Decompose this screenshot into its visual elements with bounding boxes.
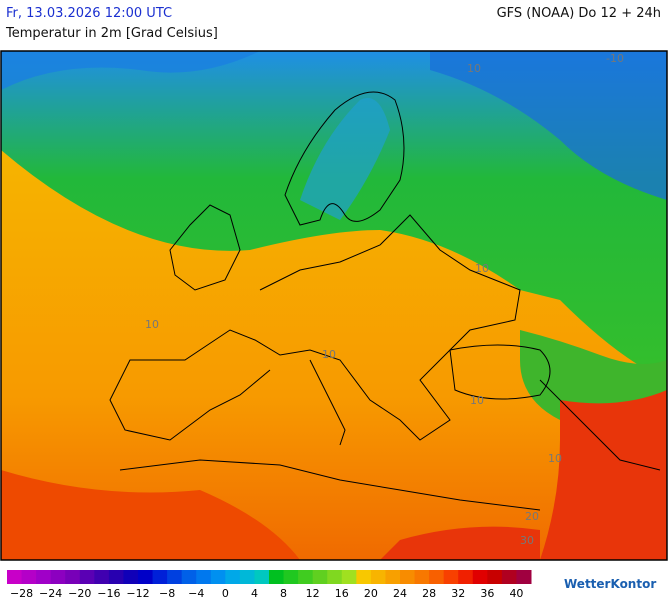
- legend-tick: −20: [68, 587, 91, 600]
- legend-tick: 16: [335, 587, 349, 600]
- legend-swatch: [239, 570, 255, 584]
- legend-swatch: [443, 570, 459, 584]
- legend-swatch: [21, 570, 37, 584]
- legend-tick: −16: [97, 587, 120, 600]
- legend-tick: 32: [451, 587, 465, 600]
- legend-swatch: [501, 570, 517, 584]
- model-run: GFS (NOAA) Do 12 + 24h: [496, 6, 661, 21]
- legend-swatch: [152, 570, 168, 584]
- legend-tick: 40: [509, 587, 523, 600]
- legend-swatch: [7, 570, 23, 584]
- date: Fr, 13.03.2026 12:00 UTC: [6, 6, 173, 21]
- legend-swatch: [458, 570, 474, 584]
- contour-label: 10: [322, 348, 336, 361]
- legend-swatch: [356, 570, 372, 584]
- legend-swatch: [210, 570, 226, 584]
- legend-tick: 12: [306, 587, 320, 600]
- contour-label: 10: [475, 262, 489, 275]
- legend-swatch: [327, 570, 343, 584]
- legend-swatch: [370, 570, 386, 584]
- parameter: Temperatur in 2m [Grad Celsius]: [6, 26, 218, 41]
- legend-swatch: [196, 570, 212, 584]
- legend-tick: −24: [39, 587, 62, 600]
- contour-label: 10: [145, 318, 159, 331]
- legend-swatch: [385, 570, 401, 584]
- contour-label: 10: [548, 452, 562, 465]
- contour-label: 10: [467, 62, 481, 75]
- legend-swatch: [283, 570, 299, 584]
- legend-swatch: [298, 570, 314, 584]
- legend-swatch: [472, 570, 488, 584]
- legend-swatch: [138, 570, 154, 584]
- contour-label: 20: [525, 510, 539, 523]
- legend-tick: −28: [10, 587, 33, 600]
- legend-swatch: [36, 570, 52, 584]
- contour-label: 10: [470, 394, 484, 407]
- legend-swatch: [429, 570, 445, 584]
- legend-tick: −12: [126, 587, 149, 600]
- legend-swatch: [516, 570, 532, 584]
- coastlines: [109, 91, 661, 511]
- legend-swatch: [400, 570, 416, 584]
- legend-tick: 24: [393, 587, 407, 600]
- legend-swatch: [79, 570, 95, 584]
- map-field: [1, 51, 667, 560]
- contour-label: -10: [606, 52, 624, 65]
- legend-tick: −4: [188, 587, 204, 600]
- legend-swatch: [487, 570, 503, 584]
- legend-swatch: [108, 570, 124, 584]
- legend-swatch: [167, 570, 183, 584]
- legend-swatch: [269, 570, 285, 584]
- legend-tick: 36: [480, 587, 494, 600]
- legend-tick: −8: [159, 587, 175, 600]
- legend-tick: 8: [280, 587, 287, 600]
- legend-swatch: [254, 570, 270, 584]
- contour-label: 30: [520, 534, 534, 547]
- legend-swatch: [123, 570, 139, 584]
- legend-swatch: [312, 570, 328, 584]
- legend-swatch: [225, 570, 241, 584]
- legend-swatch: [414, 570, 430, 584]
- logo: WetterKontor: [564, 577, 656, 591]
- legend-swatch: [94, 570, 110, 584]
- map-frame: [0, 50, 668, 561]
- legend-tick: 20: [364, 587, 378, 600]
- legend-tick: 28: [422, 587, 436, 600]
- legend-swatch: [65, 570, 81, 584]
- legend-tick: 4: [251, 587, 258, 600]
- legend-swatch: [341, 570, 357, 584]
- legend-swatch: [181, 570, 197, 584]
- legend-swatch: [50, 570, 66, 584]
- legend-tick: 0: [222, 587, 229, 600]
